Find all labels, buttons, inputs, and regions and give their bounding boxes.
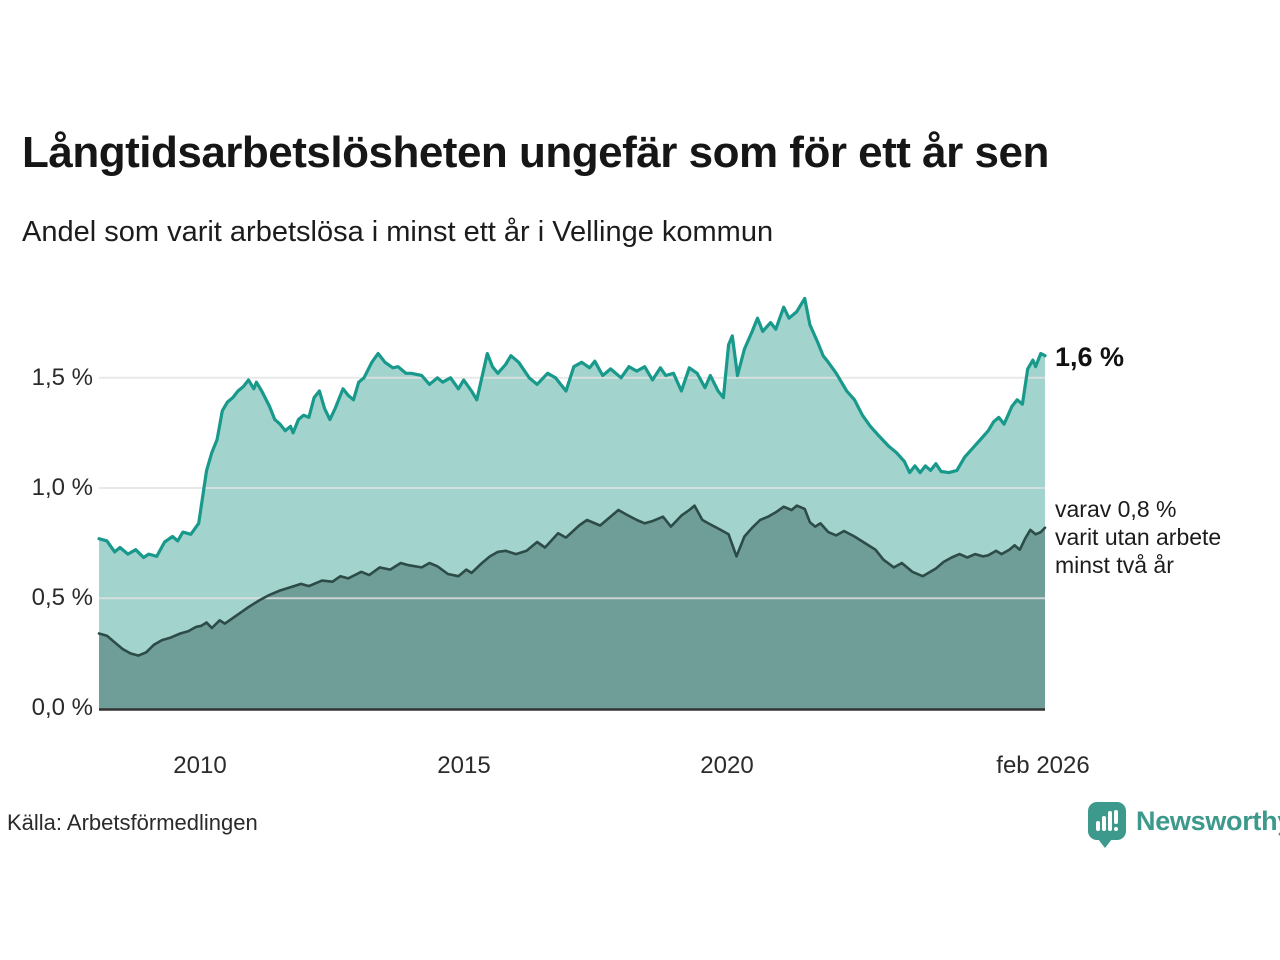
x-axis-tick-2010: 2010 <box>173 752 227 779</box>
source-credit: Källa: Arbetsförmedlingen <box>7 810 258 835</box>
page-subtitle: Andel som varit arbetslösa i minst ett å… <box>22 216 774 248</box>
x-axis-tick-2020: 2020 <box>700 752 754 779</box>
y-axis-tick-1-5: 1,5 % <box>31 364 93 391</box>
series-2-line <box>97 504 1047 657</box>
y-axis-tick-0-0: 0,0 % <box>31 694 93 721</box>
y-axis-tick-1-0: 1,0 % <box>31 474 93 501</box>
x-axis-tick-2015: 2015 <box>437 752 491 779</box>
series1-end-value-label: 1,6 % <box>1055 342 1125 372</box>
newsworthy-wordmark: Newsworthy <box>1136 806 1280 836</box>
page-title: Långtidsarbetslösheten ungefär som för e… <box>22 128 1049 177</box>
series-1-line <box>97 296 1047 560</box>
y-axis-tick-0-5: 0,5 % <box>31 584 93 611</box>
annotation-line-1: varav 0,8 % <box>1055 496 1177 522</box>
series2-end-annotation: varav 0,8 % varit utan arbete minst två … <box>1055 495 1221 579</box>
newsworthy-logo: Newsworthy <box>1088 802 1280 848</box>
annotation-line-2: varit utan arbete <box>1055 524 1222 550</box>
series-2-area <box>99 505 1045 709</box>
annotation-line-3: minst två år <box>1055 552 1174 578</box>
newsworthy-bubble-chart-icon <box>1088 802 1126 848</box>
x-axis-tick-feb-2026: feb 2026 <box>996 752 1090 779</box>
